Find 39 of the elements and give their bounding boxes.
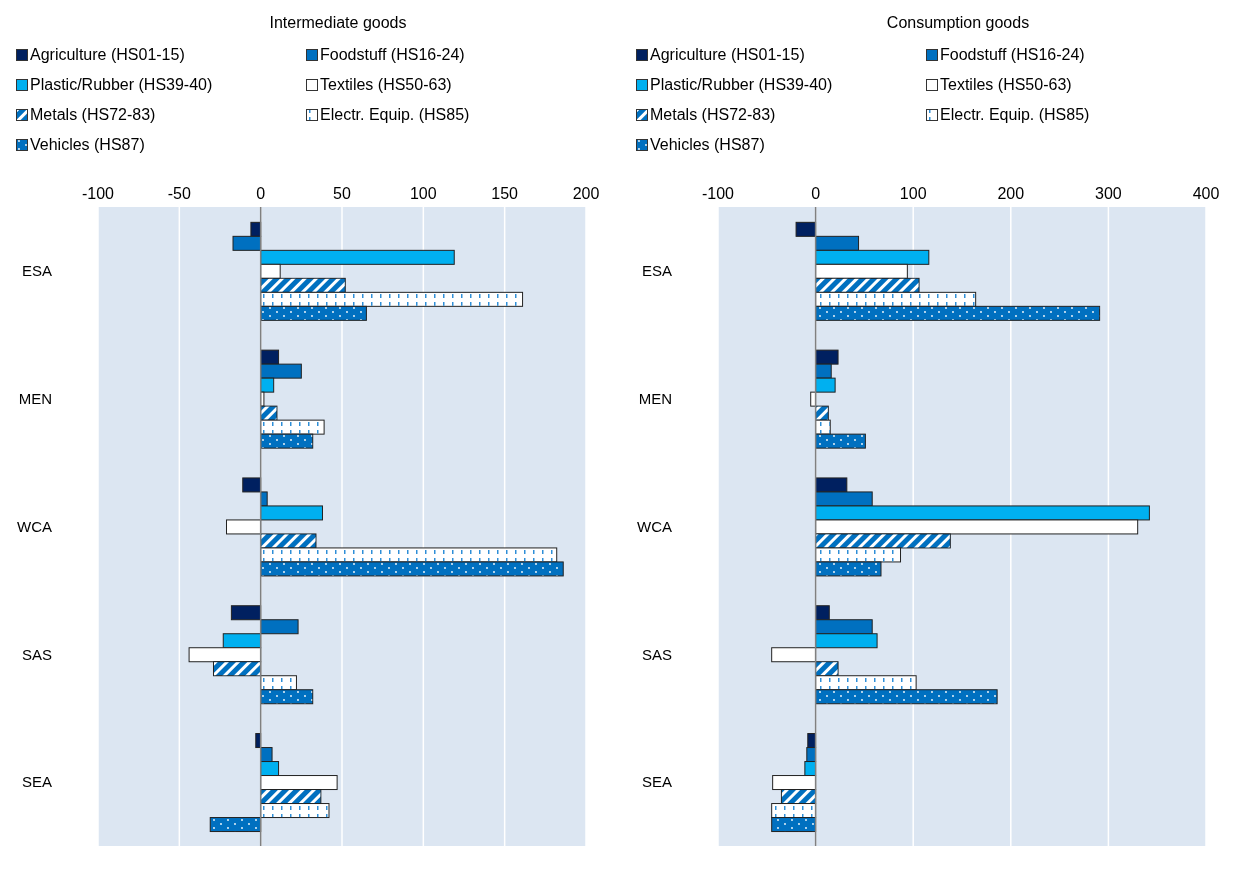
x-tick-label: -50 [167, 185, 191, 202]
legend-label: Electr. Equip. (HS85) [940, 106, 1090, 124]
legend-label: Foodstuff (HS16-24) [940, 46, 1085, 64]
y-tick-label: ESA [21, 262, 52, 280]
y-tick-label: SAS [641, 645, 672, 663]
y-tick-label: WCA [637, 517, 672, 535]
legend-label: Agriculture (HS01-15) [650, 46, 805, 64]
y-tick-label: SAS [21, 645, 52, 663]
legend-label: Metals (HS72-83) [30, 106, 156, 124]
y-tick-label: MEN [18, 390, 52, 408]
chart-title: Intermediate goods [268, 14, 408, 32]
x-tick-label: -100 [701, 185, 735, 202]
legend-label: Plastic/Rubber (HS39-40) [650, 76, 833, 94]
y-tick-label: SEA [641, 773, 672, 791]
legend-label: Electr. Equip. (HS85) [320, 106, 470, 124]
legend-label: Foodstuff (HS16-24) [320, 46, 465, 64]
x-tick-label: 300 [1095, 185, 1122, 202]
x-tick-label: 100 [409, 185, 437, 202]
x-tick-label: 0 [256, 185, 266, 202]
legend-label: Textiles (HS50-63) [940, 76, 1072, 94]
x-tick-label: 0 [811, 185, 821, 202]
y-tick-label: ESA [641, 262, 672, 280]
chart-title: Consumption goods [885, 14, 1031, 32]
legend-label: Metals (HS72-83) [650, 106, 776, 124]
x-tick-label: 50 [333, 185, 351, 202]
legend-label: Vehicles (HS87) [650, 136, 765, 154]
x-tick-label: -100 [81, 185, 115, 202]
legend-label: Textiles (HS50-63) [320, 76, 452, 94]
x-tick-label: 100 [899, 185, 927, 202]
legend-label: Vehicles (HS87) [30, 136, 145, 154]
y-tick-label: WCA [17, 517, 52, 535]
x-tick-label: 150 [491, 185, 519, 202]
y-tick-label: SEA [21, 773, 52, 791]
legend-label: Plastic/Rubber (HS39-40) [30, 76, 213, 94]
legend-label: Agriculture (HS01-15) [30, 46, 185, 64]
y-tick-label: MEN [638, 390, 672, 408]
x-tick-label: 200 [997, 185, 1025, 202]
x-tick-label: 200 [572, 185, 600, 202]
x-tick-label: 400 [1192, 185, 1220, 202]
